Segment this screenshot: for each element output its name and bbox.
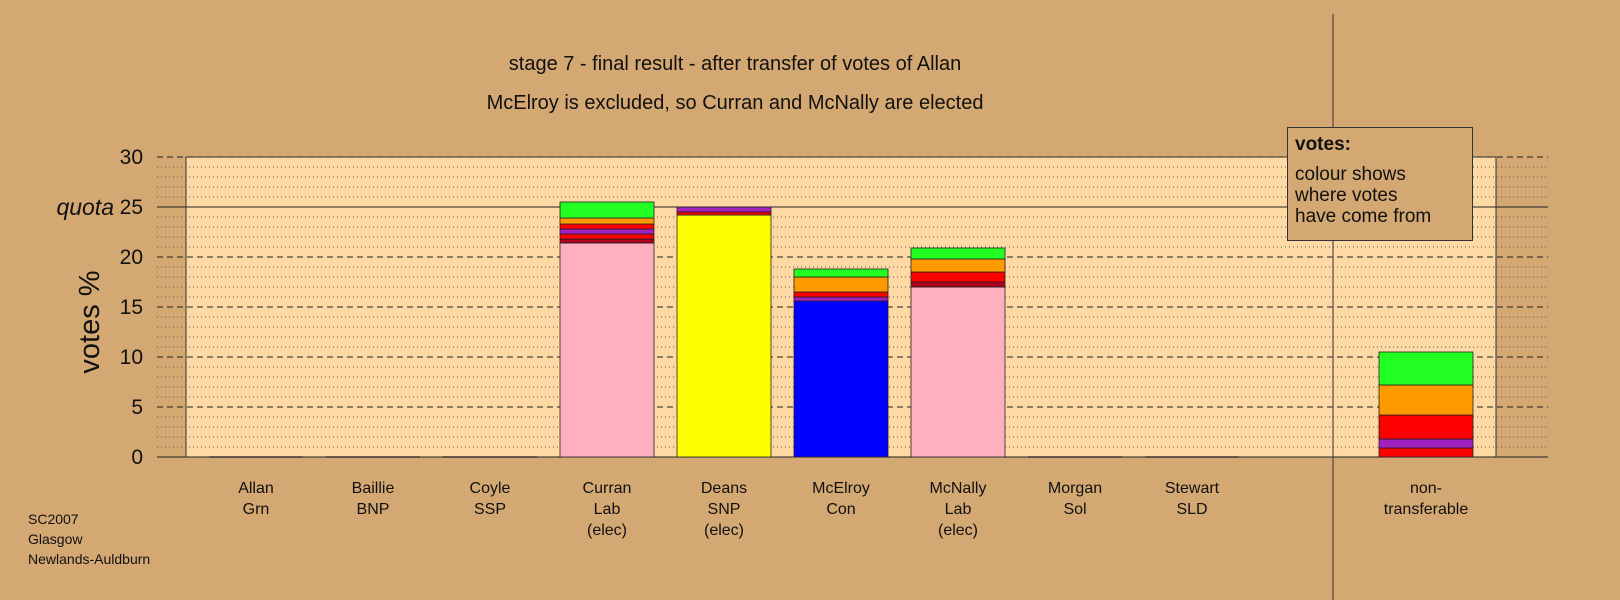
legend-line: colour shows: [1295, 164, 1406, 185]
bar-segment: [559, 201, 655, 219]
legend-line: have come from: [1295, 206, 1432, 227]
x-tick-label: transferable: [1384, 501, 1469, 518]
x-tick-label: Con: [826, 501, 855, 518]
y-tick-label: 25: [120, 196, 143, 219]
x-tick-label: (elec): [587, 522, 627, 539]
x-tick-label: McNally: [930, 480, 987, 497]
bar-segment: [559, 217, 655, 225]
x-tick-label: (elec): [938, 522, 978, 539]
x-tick-label: McElroy: [812, 480, 870, 497]
x-tick-label: Grn: [243, 501, 270, 518]
bar-segment: [910, 286, 1006, 458]
legend-title: votes:: [1295, 134, 1351, 155]
x-tick-label: Baillie: [352, 480, 395, 497]
y-tick-label: 5: [131, 396, 143, 419]
bar-segment: [793, 296, 889, 302]
x-tick-label: SNP: [708, 501, 741, 518]
x-tick-label: Lab: [945, 501, 972, 518]
x-tick-label: SLD: [1176, 501, 1207, 518]
bar-segment: [676, 206, 772, 213]
bar-segment: [559, 233, 655, 240]
bar-segment: [559, 242, 655, 458]
y-tick-label: 20: [120, 246, 143, 269]
chart-subtitle: McElroy is excluded, so Curran and McNal…: [486, 92, 984, 114]
x-tick-label: non-: [1410, 480, 1442, 497]
bar-segment: [1378, 447, 1474, 458]
bar-segment: [793, 291, 889, 298]
bar-segment: [1378, 438, 1474, 449]
x-tick-label: SSP: [474, 501, 506, 518]
quota-label: quota: [56, 194, 114, 220]
bar-segment: [793, 300, 889, 458]
y-axis-label: votes %: [74, 270, 106, 373]
bar-segment: [910, 271, 1006, 283]
bar-segment: [676, 211, 772, 216]
legend-line: where votes: [1295, 185, 1398, 206]
bar-segment: [559, 223, 655, 230]
bar-segment: [559, 238, 655, 244]
bar-segment: [910, 247, 1006, 260]
bar-segment: [910, 281, 1006, 288]
bar-segment: [793, 268, 889, 278]
footer-line: SC2007: [28, 511, 79, 527]
x-tick-label: Deans: [701, 480, 747, 497]
x-tick-label: Coyle: [470, 480, 511, 497]
x-tick-label: (elec): [704, 522, 744, 539]
bar-segment: [793, 276, 889, 293]
x-tick-label: Lab: [594, 501, 621, 518]
bar-segment: [1378, 384, 1474, 416]
bar-segment: [910, 258, 1006, 273]
footer-line: Newlands-Auldburn: [28, 551, 151, 567]
x-tick-label: Allan: [238, 480, 274, 497]
bar-segment: [559, 228, 655, 235]
x-tick-label: Stewart: [1165, 480, 1220, 497]
footer-line: Glasgow: [28, 531, 83, 547]
x-tick-label: BNP: [357, 501, 390, 518]
bar-segment: [1378, 414, 1474, 440]
legend: votes: colour shows where votes have com…: [1287, 127, 1473, 241]
chart-title: stage 7 - final result - after transfer …: [508, 53, 962, 75]
y-tick-label: 15: [120, 296, 143, 319]
bar-segment: [676, 214, 772, 458]
y-tick-label: 10: [120, 346, 143, 369]
y-tick-label: 30: [120, 146, 143, 169]
y-tick-label: 0: [131, 446, 143, 469]
bar-segment: [1378, 351, 1474, 386]
x-tick-label: Sol: [1063, 501, 1086, 518]
x-tick-label: Curran: [583, 480, 632, 497]
x-tick-label: Morgan: [1048, 480, 1102, 497]
